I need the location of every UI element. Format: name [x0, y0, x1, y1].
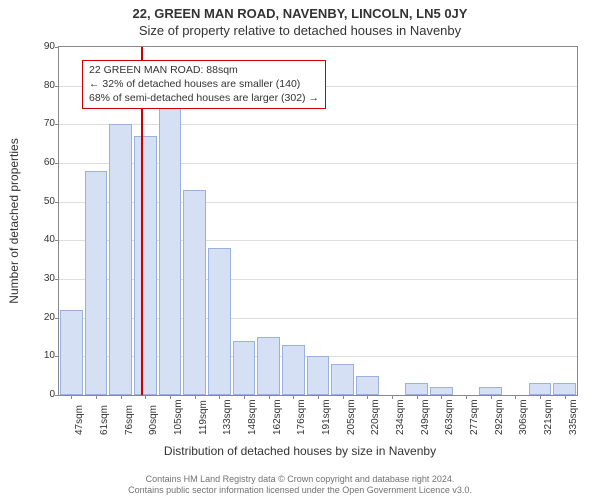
- xtick-mark: [318, 395, 319, 399]
- info-line-3: 68% of semi-detached houses are larger (…: [89, 91, 319, 105]
- info-line-2: ← 32% of detached houses are smaller (14…: [89, 77, 319, 91]
- xtick-mark: [121, 395, 122, 399]
- bar: [430, 387, 453, 395]
- xtick-mark: [540, 395, 541, 399]
- bar: [331, 364, 354, 395]
- xtick-label: 162sqm: [272, 399, 283, 435]
- ytick-label: 80: [44, 81, 59, 91]
- ytick-label: 0: [49, 390, 59, 400]
- xtick-mark: [491, 395, 492, 399]
- ytick-label: 40: [44, 235, 59, 245]
- xtick-mark: [367, 395, 368, 399]
- bar: [159, 105, 182, 395]
- bar: [257, 337, 280, 395]
- xtick-label: 249sqm: [420, 399, 431, 435]
- bar: [134, 136, 157, 395]
- xtick-mark: [417, 395, 418, 399]
- ytick-label: 50: [44, 197, 59, 207]
- x-axis-label: Distribution of detached houses by size …: [0, 444, 600, 458]
- xtick-mark: [195, 395, 196, 399]
- xtick-mark: [244, 395, 245, 399]
- bar: [529, 383, 552, 395]
- xtick-mark: [392, 395, 393, 399]
- xtick-label: 263sqm: [444, 399, 455, 435]
- bar: [479, 387, 502, 395]
- bar: [60, 310, 83, 395]
- bar: [307, 356, 330, 395]
- bar: [405, 383, 428, 395]
- xtick-mark: [343, 395, 344, 399]
- xtick-label: 76sqm: [124, 405, 135, 435]
- xtick-mark: [170, 395, 171, 399]
- xtick-mark: [145, 395, 146, 399]
- xtick-label: 47sqm: [74, 405, 85, 435]
- bar: [109, 124, 132, 395]
- xtick-label: 335sqm: [568, 399, 579, 435]
- ytick-label: 70: [44, 119, 59, 129]
- ytick-label: 90: [44, 42, 59, 52]
- xtick-label: 220sqm: [370, 399, 381, 435]
- footer-line-2: Contains public sector information licen…: [0, 485, 600, 496]
- xtick-label: 176sqm: [296, 399, 307, 435]
- bar: [233, 341, 256, 395]
- xtick-mark: [269, 395, 270, 399]
- xtick-mark: [96, 395, 97, 399]
- info-line-1: 22 GREEN MAN ROAD: 88sqm: [89, 63, 319, 77]
- xtick-label: 191sqm: [321, 399, 332, 435]
- ytick-label: 20: [44, 313, 59, 323]
- xtick-mark: [71, 395, 72, 399]
- bar: [553, 383, 576, 395]
- page-subtitle: Size of property relative to detached ho…: [0, 21, 600, 38]
- xtick-mark: [466, 395, 467, 399]
- bar: [282, 345, 305, 395]
- xtick-label: 205sqm: [346, 399, 357, 435]
- xtick-label: 119sqm: [198, 400, 209, 435]
- xtick-label: 277sqm: [469, 399, 480, 435]
- xtick-label: 133sqm: [222, 399, 233, 435]
- ytick-label: 10: [44, 351, 59, 361]
- xtick-mark: [293, 395, 294, 399]
- xtick-label: 321sqm: [543, 399, 554, 435]
- footer-line-1: Contains HM Land Registry data © Crown c…: [0, 474, 600, 485]
- bar: [208, 248, 231, 395]
- xtick-label: 90sqm: [148, 405, 159, 435]
- xtick-label: 234sqm: [395, 399, 406, 435]
- xtick-label: 105sqm: [173, 399, 184, 435]
- xtick-label: 306sqm: [518, 399, 529, 435]
- bar: [356, 376, 379, 395]
- page-title-address: 22, GREEN MAN ROAD, NAVENBY, LINCOLN, LN…: [0, 0, 600, 21]
- bar: [85, 171, 108, 395]
- xtick-label: 148sqm: [247, 399, 258, 435]
- y-axis-label: Number of detached properties: [7, 138, 21, 303]
- ytick-label: 30: [44, 274, 59, 284]
- bar: [183, 190, 206, 395]
- ytick-label: 60: [44, 158, 59, 168]
- xtick-mark: [219, 395, 220, 399]
- xtick-mark: [441, 395, 442, 399]
- xtick-label: 292sqm: [494, 399, 505, 435]
- info-box: 22 GREEN MAN ROAD: 88sqm ← 32% of detach…: [82, 60, 326, 109]
- xtick-label: 61sqm: [99, 405, 110, 435]
- xtick-mark: [515, 395, 516, 399]
- xtick-mark: [565, 395, 566, 399]
- chart-container: 22, GREEN MAN ROAD, NAVENBY, LINCOLN, LN…: [0, 0, 600, 500]
- footer: Contains HM Land Registry data © Crown c…: [0, 474, 600, 497]
